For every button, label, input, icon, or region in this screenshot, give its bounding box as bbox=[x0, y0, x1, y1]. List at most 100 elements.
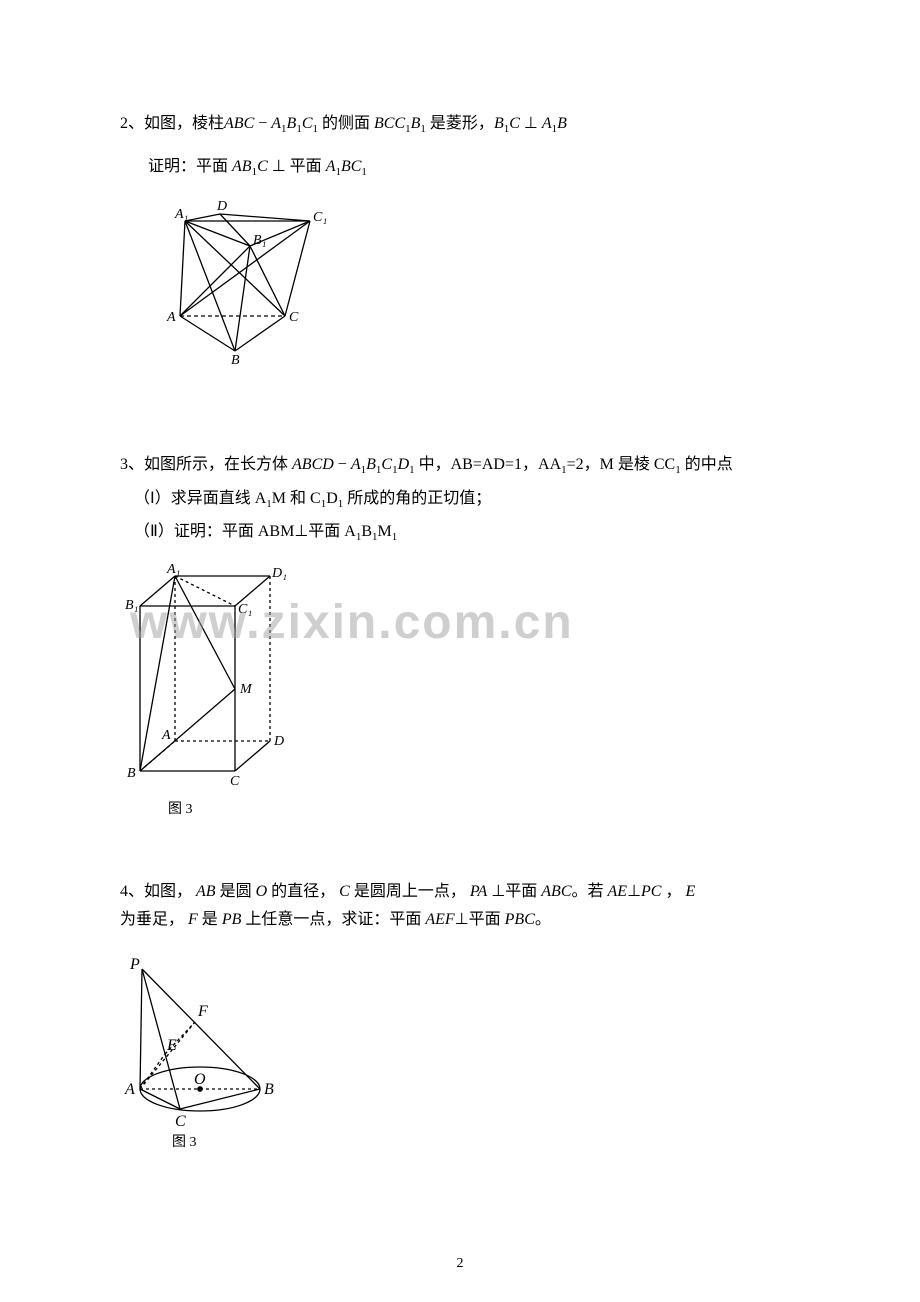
p2-perp: ⊥ bbox=[520, 115, 542, 132]
fig2-lbl-a: A bbox=[166, 310, 176, 325]
fig4-lbl-p: P bbox=[129, 956, 140, 973]
p4-c: C bbox=[339, 883, 350, 900]
fig2-lbl-c: C bbox=[289, 310, 299, 325]
p4-l2d: ⊥平面 bbox=[455, 911, 505, 928]
p4-l1g: ⊥ bbox=[627, 883, 641, 900]
p4-ab: AB bbox=[196, 883, 216, 900]
p2-e1b: A bbox=[271, 115, 281, 132]
p4-aef: AEF bbox=[425, 911, 454, 928]
page-content: 2、如图，棱柱ABC − A1B1C1 的侧面 BCC1B1 是菱形，B1C ⊥… bbox=[0, 0, 920, 1151]
p2l2-perp: ⊥ bbox=[268, 158, 290, 175]
figure-4: P F E A O B C 图 3 bbox=[120, 954, 800, 1151]
problem-3-line1: 3、如图所示，在长方体 ABCD − A1B1C1D1 中，AB=AD=1，AA… bbox=[120, 451, 800, 484]
p2-mid2: 是菱形， bbox=[426, 115, 494, 132]
p2-e2a: BCC bbox=[374, 115, 405, 132]
fig2-lbl-c1: C₁ bbox=[313, 210, 327, 225]
fig2-lbl-d: D bbox=[216, 199, 227, 214]
p4-l2b: 是 bbox=[198, 911, 222, 928]
p3p2-m1: B bbox=[361, 523, 372, 540]
p2l2-d: BC bbox=[341, 158, 361, 175]
fig3-caption: 图 3 bbox=[120, 798, 800, 818]
p2-e1b3: C bbox=[302, 115, 313, 132]
figure-3: A₁ D₁ B₁ C₁ M A D B C 图 3 bbox=[120, 561, 800, 818]
p4-pb: PB bbox=[222, 911, 242, 928]
p4-e: E bbox=[685, 883, 695, 900]
p3p2-m2: M bbox=[378, 523, 392, 540]
p3p2-s3: 1 bbox=[392, 531, 398, 543]
p3-e2c: C bbox=[381, 456, 392, 473]
fig4-lbl-c: C bbox=[175, 1113, 186, 1129]
p3-e2d: D bbox=[398, 456, 410, 473]
fig3-lbl-m: M bbox=[239, 682, 253, 697]
fig3-lbl-c: C bbox=[230, 774, 240, 789]
p4-abc: ABC bbox=[541, 883, 571, 900]
p3p1-m2: D bbox=[326, 490, 338, 507]
p4-ae: AE bbox=[608, 883, 628, 900]
fig2-lbl-b: B bbox=[231, 353, 240, 366]
fig3-lbl-c1: C₁ bbox=[238, 602, 252, 617]
figure-4-svg: P F E A O B C bbox=[120, 954, 300, 1129]
p3-tail: 的中点 bbox=[681, 456, 733, 473]
p2-e3d: B bbox=[557, 115, 567, 132]
problem-2-line1: 2、如图，棱柱ABC − A1B1C1 的侧面 BCC1B1 是菱形，B1C ⊥… bbox=[120, 110, 800, 143]
p2l2-pre: 证明：平面 bbox=[148, 158, 232, 175]
p3-e1: ABCD bbox=[292, 456, 334, 473]
p4-pc: PC bbox=[641, 883, 661, 900]
p3p1-tail: 所成的角的正切值； bbox=[343, 490, 491, 507]
fig3-lbl-a: A bbox=[161, 728, 171, 743]
p3-mid2: =2，M 是棱 CC bbox=[567, 456, 676, 473]
fig3-lbl-d: D bbox=[273, 734, 284, 749]
p2l2-ds: 1 bbox=[361, 166, 367, 178]
p3-e2b: B bbox=[366, 456, 376, 473]
problem-3: 3、如图所示，在长方体 ABCD − A1B1C1D1 中，AB=AD=1，AA… bbox=[120, 451, 800, 818]
fig2-lbl-a1: A₁ bbox=[174, 207, 188, 222]
p2l2-mid: 平面 bbox=[290, 158, 326, 175]
p4-l1f: 。若 bbox=[572, 883, 608, 900]
fig2-lbl-b1: B₁ bbox=[253, 233, 266, 248]
p2-e1b2: B bbox=[287, 115, 297, 132]
p4-l1b: 是圆 bbox=[216, 883, 256, 900]
p2-e1a: ABC bbox=[224, 115, 254, 132]
p4-l1e: ⊥平面 bbox=[487, 883, 541, 900]
fig4-caption: 图 3 bbox=[120, 1131, 800, 1151]
problem-4: 4、如图， AB 是圆 O 的直径， C 是圆周上一点， PA ⊥平面 ABC。… bbox=[120, 878, 800, 1151]
problem-4-line2: 为垂足， F 是 PB 上任意一点，求证：平面 AEF⊥平面 PBC。 bbox=[120, 906, 800, 934]
p3-pre: 3、如图所示，在长方体 bbox=[120, 456, 292, 473]
fig4-lbl-a: A bbox=[124, 1081, 135, 1098]
p4-l2c: 上任意一点，求证：平面 bbox=[241, 911, 425, 928]
p2-e3c: A bbox=[542, 115, 552, 132]
problem-2: 2、如图，棱柱ABC − A1B1C1 的侧面 BCC1B1 是菱形，B1C ⊥… bbox=[120, 110, 800, 366]
p4-f: F bbox=[188, 911, 198, 928]
problem-4-line1: 4、如图， AB 是圆 O 的直径， C 是圆周上一点， PA ⊥平面 ABC。… bbox=[120, 878, 800, 906]
problem-3-part2: （Ⅱ）证明：平面 ABM⊥平面 A1B1M1 bbox=[120, 518, 800, 551]
p4-l2e: 。 bbox=[535, 911, 551, 928]
p2-e2b: B bbox=[411, 115, 421, 132]
p3-dash: − bbox=[334, 456, 351, 473]
p4-l1c: 的直径， bbox=[267, 883, 339, 900]
p4-pbc: PBC bbox=[505, 911, 535, 928]
fig3-lbl-b: B bbox=[127, 766, 136, 781]
fig4-lbl-b: B bbox=[264, 1081, 274, 1098]
p2l2-c: A bbox=[326, 158, 336, 175]
fig4-lbl-f: F bbox=[197, 1003, 208, 1020]
problem-2-line2: 证明：平面 AB1C ⊥ 平面 A1BC1 bbox=[120, 153, 800, 186]
fig4-lbl-e: E bbox=[166, 1037, 177, 1054]
p2l2-b: C bbox=[257, 158, 268, 175]
p2-e3b: C bbox=[509, 115, 520, 132]
p2-dash: − bbox=[254, 115, 271, 132]
p3-e2a: A bbox=[351, 456, 361, 473]
p4-l1a: 4、如图， bbox=[120, 883, 196, 900]
p4-l1d: 是圆周上一点， bbox=[350, 883, 470, 900]
p3p1-pre: （Ⅰ）求异面直线 A bbox=[134, 490, 266, 507]
fig4-lbl-o: O bbox=[194, 1071, 206, 1088]
p2-mid1: 的侧面 bbox=[318, 115, 374, 132]
p4-l2a: 为垂足， bbox=[120, 911, 188, 928]
page-number: 2 bbox=[457, 1256, 464, 1272]
problem-3-part1: （Ⅰ）求异面直线 A1M 和 C1D1 所成的角的正切值； bbox=[120, 485, 800, 518]
fig3-lbl-d1: D₁ bbox=[271, 566, 287, 581]
p4-o: O bbox=[256, 883, 268, 900]
p4-l1h: ， bbox=[661, 883, 685, 900]
figure-3-svg: A₁ D₁ B₁ C₁ M A D B C bbox=[120, 561, 300, 796]
p3p1-m1: M 和 C bbox=[272, 490, 321, 507]
p3-mid: 中，AB=AD=1，AA bbox=[415, 456, 562, 473]
